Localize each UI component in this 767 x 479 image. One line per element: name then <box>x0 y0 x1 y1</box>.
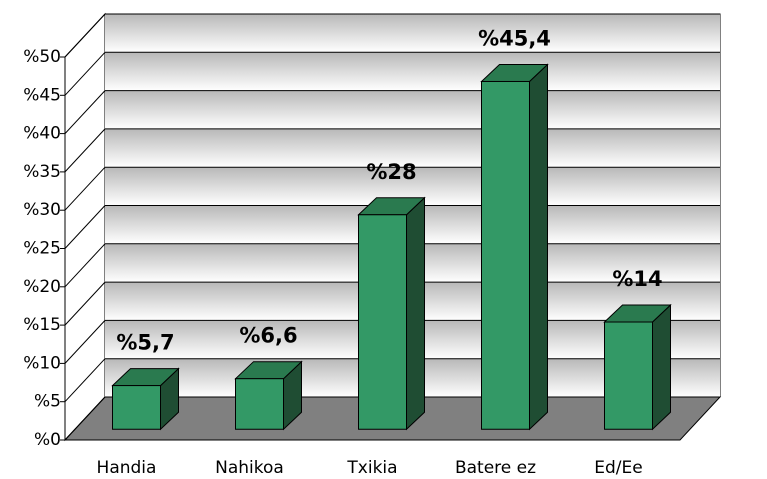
value-label: %45,4 <box>478 26 551 50</box>
grid-line-side <box>64 90 106 134</box>
grid-line-side <box>64 320 106 364</box>
grid-line-side <box>64 281 106 326</box>
grid-line-side <box>64 396 106 441</box>
bar-side <box>406 196 425 431</box>
wall-band <box>105 52 720 91</box>
y-tick-label: %35 <box>23 162 61 182</box>
grid-line-side <box>64 13 106 58</box>
value-label: %6,6 <box>239 324 297 348</box>
wall-band <box>105 14 720 53</box>
y-tick-label: %45 <box>23 85 61 105</box>
grid-line-side <box>64 243 106 288</box>
y-tick-label: %10 <box>23 353 61 373</box>
y-tick-label: %25 <box>23 239 61 259</box>
grid-line-side <box>64 166 106 211</box>
bar-side <box>652 303 671 431</box>
bar <box>481 80 530 430</box>
wall-band <box>105 90 720 129</box>
y-tick-label: %0 <box>34 430 61 450</box>
x-tick-label: Nahikoa <box>215 458 284 478</box>
y-tick-label: %50 <box>23 47 61 67</box>
bar <box>112 385 161 430</box>
grid-line-side <box>64 51 106 96</box>
y-tick-label: %20 <box>23 277 61 297</box>
y-tick-label: %40 <box>23 124 61 144</box>
bar <box>235 378 284 430</box>
bar-side <box>529 63 548 431</box>
value-label: %14 <box>612 267 662 291</box>
grid-line-side <box>64 128 106 173</box>
value-label: %28 <box>366 160 416 184</box>
y-tick-label: %30 <box>23 200 61 220</box>
x-tick-label: Batere ez <box>455 458 536 478</box>
bar <box>604 321 653 430</box>
x-tick-label: Ed/Ee <box>594 458 642 478</box>
grid-line-side <box>64 358 106 403</box>
x-tick-label: Handia <box>97 458 157 478</box>
y-tick-label: %15 <box>23 315 61 335</box>
x-tick-label: Txikia <box>346 458 397 478</box>
value-label: %5,7 <box>116 331 174 355</box>
bar <box>358 214 407 430</box>
wall-band <box>105 128 720 168</box>
y-tick-label: %5 <box>34 392 61 412</box>
grid-line-side <box>64 205 106 249</box>
